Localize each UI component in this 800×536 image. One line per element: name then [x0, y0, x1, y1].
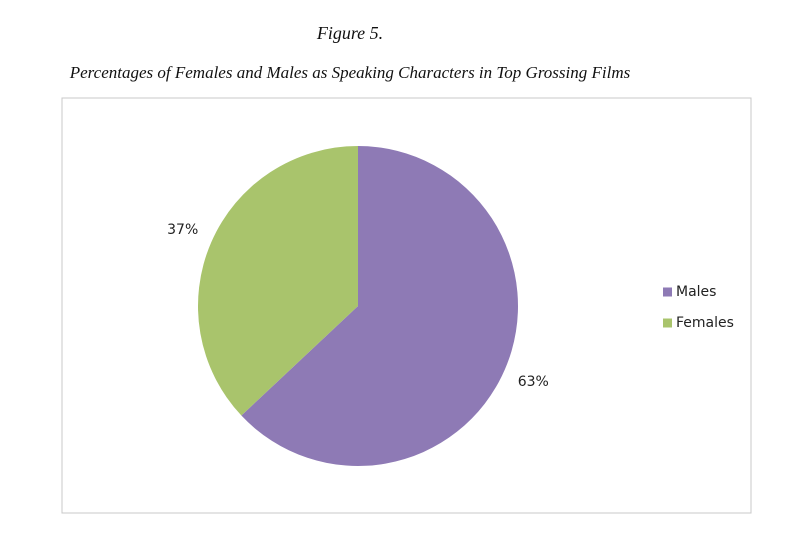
legend-swatch	[663, 287, 672, 297]
legend-swatch	[663, 318, 672, 328]
legend-label: Females	[676, 315, 734, 331]
data-label: 37%	[167, 222, 198, 238]
chart-frame	[61, 97, 752, 514]
legend-label: Males	[676, 284, 716, 300]
chart-title: Percentages of Females and Males as Spea…	[69, 63, 631, 82]
pie-slice	[198, 146, 358, 416]
figure-label: Figure 5.	[316, 23, 383, 43]
pie-slice	[241, 146, 518, 467]
data-label: 63%	[518, 374, 549, 390]
